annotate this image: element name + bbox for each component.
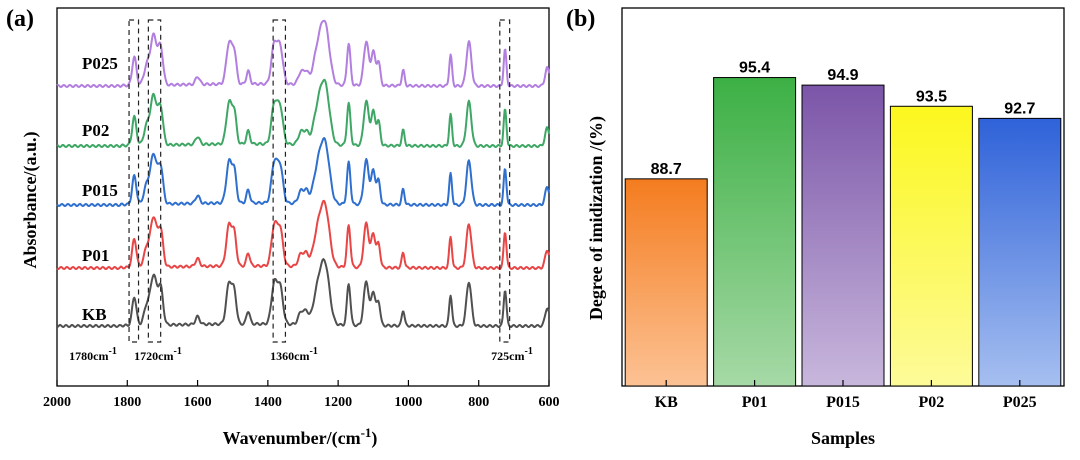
x-tick-label: 2000 (43, 395, 71, 410)
peak-annotation: 725cm-1 (491, 346, 533, 363)
x-tick-label: 800 (468, 395, 489, 410)
bar-p015 (801, 84, 885, 387)
peak-annotation: 1360cm-1 (270, 346, 318, 363)
x-tick-label: P015 (826, 394, 860, 411)
series-label-p025: P025 (82, 54, 118, 73)
panel-b-label: (b) (566, 6, 595, 32)
x-tick-label: 1400 (254, 395, 282, 410)
bar-p025 (978, 117, 1062, 387)
bar-kb (624, 178, 708, 387)
panel-a-peak-annotations: 1780cm-1 1720cm-1 1360cm-1 725cm-1 (69, 346, 533, 363)
series-label-p015: P015 (82, 181, 118, 200)
panel-a-label: (a) (6, 6, 34, 32)
bar-value-label: 95.4 (739, 60, 770, 77)
peak-region-box (499, 19, 511, 343)
x-tick-label: P025 (1003, 394, 1037, 411)
x-tick-label: 1200 (324, 395, 352, 410)
series-line-kb (56, 258, 550, 328)
peak-region-box (272, 19, 287, 343)
series-label-p01: P01 (82, 246, 109, 265)
series-line-p015 (56, 137, 550, 207)
panel-b-y-label: Degree of imidization /(%) (586, 116, 607, 320)
panel-a-y-label: Absorbance/(a.u.) (20, 131, 41, 268)
peak-annotation: 1780cm-1 (69, 346, 117, 363)
x-tick-label: KB (655, 394, 678, 411)
x-tick-label: 1600 (184, 395, 212, 410)
series-line-p025 (56, 19, 550, 88)
series-label-kb: KB (82, 305, 107, 324)
bar-p01 (713, 77, 797, 387)
peak-region-box (128, 19, 140, 343)
bar-value-label: 94.9 (827, 67, 858, 84)
panel-a-series-labels: KB P01 P015 P02 P025 (82, 54, 118, 324)
panel-b-bars: (b) 88.7 95.4 94.9 93.5 92.7 KB P01 P015 P02 P02… (566, 6, 1065, 448)
panel-b-bar-group: 88.7 95.4 94.9 93.5 92.7 (624, 60, 1062, 387)
series-line-p02 (56, 78, 550, 148)
panel-a-dashed-regions (128, 19, 511, 343)
peak-annotation: 1720cm-1 (134, 346, 182, 363)
peak-region-box (147, 19, 162, 343)
bar-value-label: 88.7 (651, 161, 682, 178)
series-label-p02: P02 (82, 121, 109, 140)
bar-p02 (889, 105, 973, 387)
x-tick-label: 1800 (113, 395, 141, 410)
panel-a-x-ticks: 2000 1800 1600 1400 1200 1000 800 600 (43, 380, 560, 410)
panel-a-spectra: (a) 2000 1800 1600 1400 1200 1000 800 600 KB P01… (6, 6, 560, 449)
panel-a-frame (56, 7, 550, 387)
x-tick-label: P01 (742, 394, 768, 411)
x-tick-label: 600 (539, 395, 560, 410)
series-line-p01 (56, 199, 550, 270)
bar-value-label: 93.5 (916, 88, 947, 105)
panel-a-series (56, 19, 550, 328)
bar-value-label: 92.7 (1004, 100, 1035, 117)
x-tick-label: P02 (919, 394, 945, 411)
x-tick-label: 1000 (394, 395, 422, 410)
panel-b-x-ticks: KB P01 P015 P02 P025 (655, 380, 1037, 411)
panel-b-x-label: Samples (811, 428, 875, 448)
panel-a-x-label: Wavenumber/(cm-1) (223, 425, 378, 449)
